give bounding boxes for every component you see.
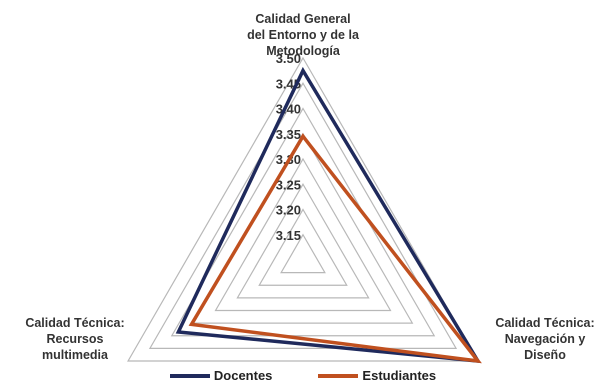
axis-label-line: Calidad Técnica: — [495, 316, 595, 330]
axis-label-line: Recursos — [46, 332, 104, 346]
grid-ring — [214, 157, 392, 312]
legend-item-estudiantes: Estudiantes — [318, 368, 436, 383]
grid-ring — [280, 233, 326, 274]
axis-label-right: Calidad Técnica: Navegación y Diseño — [470, 315, 606, 363]
tick-label: 3.25 — [276, 177, 301, 192]
series-line-estudiantes — [188, 133, 482, 364]
tick-label: 3.15 — [276, 228, 301, 243]
axis-label-top: Calidad General del Entorno y de la Metodo… — [203, 11, 403, 59]
axis-label-left: Calidad Técnica: Recursos multimedia — [0, 315, 150, 363]
axis-label-line: Calidad General — [255, 12, 351, 26]
grid-layer — [127, 56, 479, 362]
legend-swatch-estudiantes — [318, 373, 359, 378]
legend-swatch-docentes — [169, 373, 210, 378]
axis-label-line: Metodología — [266, 44, 340, 58]
axis-label-line: del Entorno y de la — [247, 28, 359, 42]
tick-label: 3.20 — [276, 203, 301, 218]
axis-label-line: multimedia — [42, 348, 108, 362]
series-layer — [175, 66, 482, 364]
grid-ring — [258, 208, 348, 286]
axis-label-line: Diseño — [524, 348, 566, 362]
grid-ring — [236, 183, 370, 299]
legend: Docentes Estudiantes — [0, 368, 606, 383]
legend-label-docentes: Docentes — [213, 368, 273, 383]
axis-label-line: Navegación y — [504, 332, 586, 346]
tick-label: 3.35 — [276, 127, 301, 142]
grid-ring — [148, 82, 458, 349]
grid-ring — [127, 56, 479, 362]
tick-label: 3.50 — [276, 51, 301, 66]
legend-label-estudiantes: Estudiantes — [362, 368, 437, 383]
series-line-docentes — [175, 66, 482, 364]
axis-label-line: Calidad Técnica: — [25, 316, 125, 330]
legend-item-docentes: Docentes — [169, 368, 273, 383]
